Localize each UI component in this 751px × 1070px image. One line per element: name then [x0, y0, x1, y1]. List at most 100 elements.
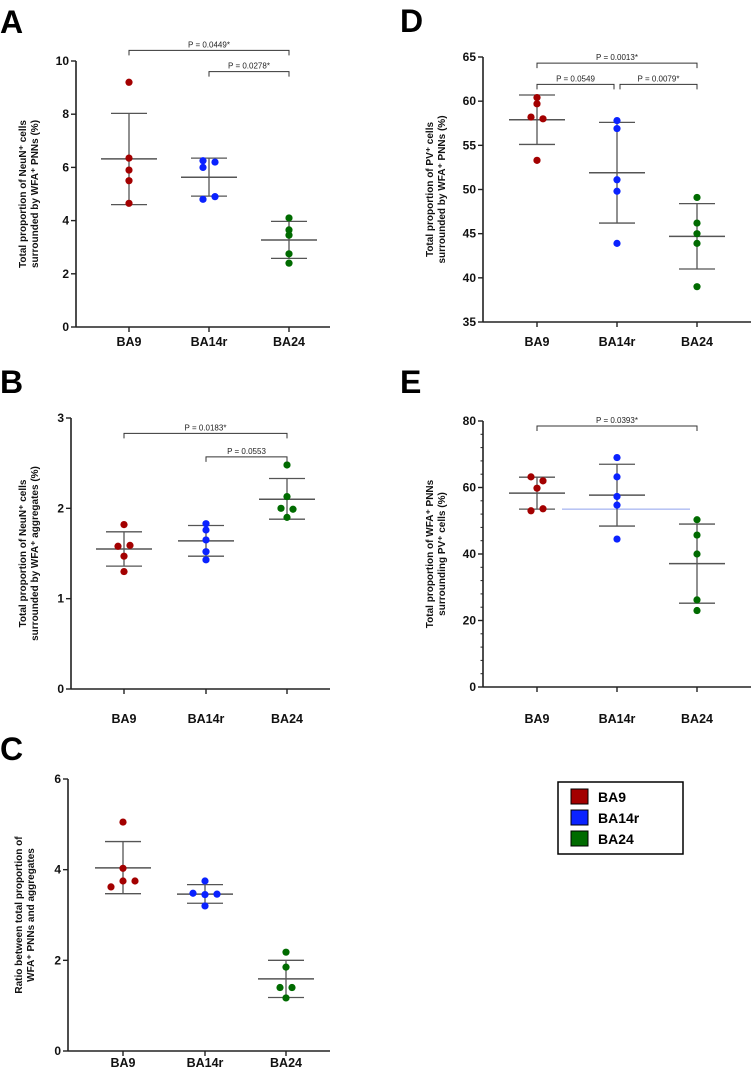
- y-axis-label: Total proportion of NeuN⁺ cellssurrounde…: [18, 466, 41, 641]
- y-axis-label: Total proportion of WFA⁺ PNNssurrounding…: [425, 479, 448, 628]
- data-point: [283, 492, 291, 501]
- bracket-line: [619, 83, 698, 90]
- y-axis-label: Ratio between total proportion ofWFA⁺ PN…: [14, 836, 37, 994]
- data-point: [693, 550, 701, 558]
- panel-letter: A: [0, 4, 23, 40]
- legend-swatch-BA24: [570, 830, 589, 847]
- y-tick-label: 60: [463, 94, 477, 108]
- significance-bracket: P = 0.0079*: [619, 74, 698, 90]
- p-value-label: P = 0.0393*: [596, 416, 638, 425]
- p-value-label: P = 0.0449*: [188, 40, 230, 49]
- legend-swatch-BA14r: [570, 809, 589, 826]
- data-point: [285, 259, 293, 267]
- data-point: [533, 100, 541, 108]
- panel-A: A 0 2 4 6 8 10 BA9 BA14r BA24 Total proportion of …: [0, 4, 330, 349]
- bracket-line: [123, 432, 288, 439]
- series-BA24: [258, 948, 314, 1002]
- data-point: [693, 230, 701, 238]
- panel-letter: C: [0, 731, 23, 767]
- data-point: [527, 113, 535, 121]
- x-tick-label: BA9: [111, 712, 136, 726]
- data-point: [539, 505, 547, 513]
- x-tick-label: BA14r: [599, 335, 636, 349]
- series-BA14r: [178, 520, 234, 564]
- bracket-line: [128, 49, 290, 56]
- y-tick-label: 4: [62, 214, 69, 228]
- data-point: [125, 166, 133, 174]
- y-tick-label: 0: [62, 320, 69, 334]
- y-axis-label-line: WFA⁺ PNNs and aggregates: [26, 848, 37, 982]
- p-value-label: P = 0.0553: [227, 447, 266, 456]
- x-tick-label: BA24: [681, 335, 713, 349]
- data-point: [693, 219, 701, 227]
- bracket-line: [536, 62, 698, 69]
- data-point: [613, 187, 621, 195]
- data-point: [527, 507, 535, 515]
- y-tick-label: 65: [463, 50, 477, 64]
- data-point: [126, 541, 134, 549]
- data-point: [613, 501, 621, 509]
- y-tick-label: 0: [54, 1044, 61, 1058]
- series-BA14r: [177, 877, 233, 910]
- series-BA9: [509, 94, 565, 164]
- y-tick-label: 45: [463, 227, 477, 241]
- y-axis-label-line: surrounded by WFA⁺ PNNs (%): [437, 115, 448, 263]
- legend-label: BA9: [598, 789, 626, 805]
- data-point: [202, 520, 210, 528]
- y-axis-label-line: Total proportion of WFA⁺ PNNs: [425, 479, 436, 628]
- y-tick-label: 80: [463, 414, 477, 428]
- y-tick-label: 50: [463, 183, 477, 197]
- y-tick-label: 0: [469, 680, 476, 694]
- data-point: [277, 504, 285, 512]
- legend-swatch-BA9: [570, 788, 589, 805]
- x-tick-label: BA14r: [188, 712, 225, 726]
- legend-label: BA14r: [598, 810, 640, 826]
- data-point: [120, 567, 128, 576]
- data-point: [289, 505, 297, 513]
- data-point: [202, 526, 210, 534]
- bracket-line: [536, 83, 615, 90]
- y-tick-label: 55: [463, 138, 477, 152]
- data-point: [119, 818, 127, 826]
- x-tick-label: BA24: [273, 335, 305, 349]
- data-point: [613, 239, 621, 247]
- p-value-label: P = 0.0183*: [185, 423, 227, 432]
- significance-bracket: P = 0.0183*: [123, 423, 288, 439]
- y-tick-label: 35: [463, 315, 477, 329]
- panel-letter: D: [400, 3, 423, 39]
- data-point: [613, 117, 621, 125]
- bracket-line: [205, 456, 288, 462]
- series-BA9: [95, 818, 151, 895]
- data-point: [533, 94, 541, 102]
- y-axis-label-line: surrounded by WFA⁺ aggregates (%): [30, 466, 41, 641]
- y-tick-label: 40: [463, 547, 477, 561]
- data-point: [613, 176, 621, 184]
- p-value-label: P = 0.0278*: [228, 62, 270, 71]
- data-point: [114, 542, 122, 550]
- data-point: [533, 484, 541, 492]
- series-BA9: [96, 520, 152, 576]
- data-point: [211, 158, 219, 166]
- data-point: [283, 513, 291, 521]
- data-point: [282, 948, 290, 956]
- data-point: [693, 516, 701, 524]
- significance-bracket: P = 0.0549: [536, 74, 615, 90]
- data-point: [613, 492, 621, 501]
- data-point: [527, 473, 535, 481]
- data-point: [201, 877, 209, 885]
- data-point: [202, 556, 210, 564]
- x-tick-label: BA24: [270, 1056, 302, 1070]
- data-point: [693, 239, 701, 247]
- p-value-label: P = 0.0079*: [638, 74, 680, 83]
- y-tick-label: 60: [463, 481, 477, 495]
- data-point: [202, 536, 210, 544]
- data-point: [693, 531, 701, 539]
- significance-bracket: P = 0.0553: [205, 447, 288, 462]
- data-point: [613, 124, 621, 133]
- series-BA14r: [181, 157, 237, 203]
- data-point: [125, 199, 133, 207]
- y-tick-label: 2: [57, 501, 64, 515]
- data-point: [282, 994, 290, 1002]
- data-point: [283, 461, 291, 469]
- data-point: [693, 193, 701, 202]
